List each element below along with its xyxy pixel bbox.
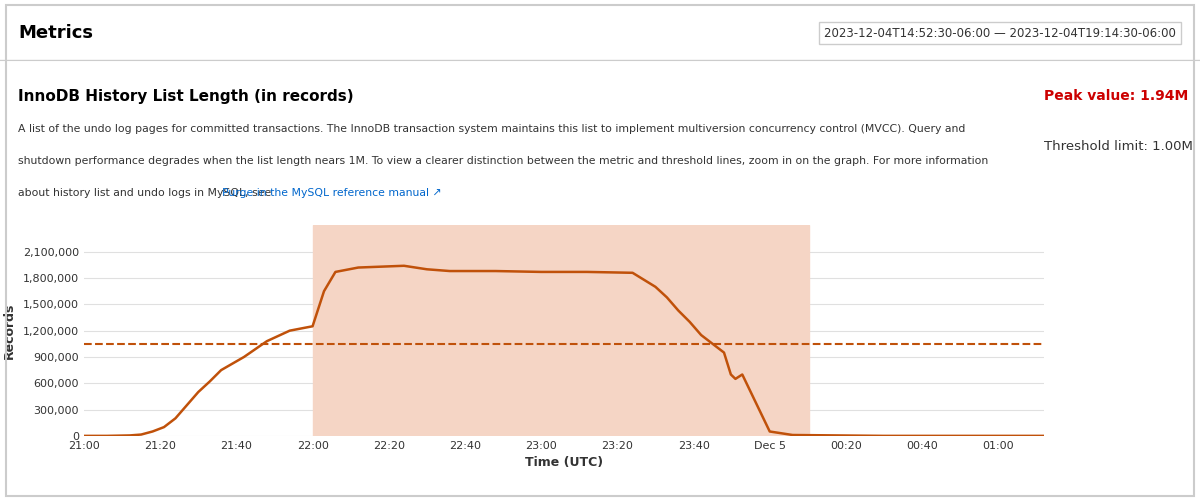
Bar [312,225,809,436]
X-axis label: Time (UTC): Time (UTC) [524,456,604,469]
Y-axis label: Records: Records [4,303,16,359]
Text: Threshold limit: 1.00M: Threshold limit: 1.00M [1044,140,1193,153]
Text: Purge in the MySQL reference manual ↗: Purge in the MySQL reference manual ↗ [222,188,442,198]
Text: shutdown performance degrades when the list length nears 1M. To view a clearer d: shutdown performance degrades when the l… [18,156,989,166]
Text: Metrics: Metrics [18,24,94,42]
Text: InnoDB History List Length (in records): InnoDB History List Length (in records) [18,89,354,104]
Text: 2023-12-04T14:52:30-06:00 — 2023-12-04T19:14:30-06:00: 2023-12-04T14:52:30-06:00 — 2023-12-04T1… [824,27,1176,40]
Text: about history list and undo logs in MySQL, see: about history list and undo logs in MySQ… [18,188,271,198]
Text: A list of the undo log pages for committed transactions. The InnoDB transaction : A list of the undo log pages for committ… [18,124,965,134]
Text: Peak value: 1.94M: Peak value: 1.94M [1044,89,1188,103]
